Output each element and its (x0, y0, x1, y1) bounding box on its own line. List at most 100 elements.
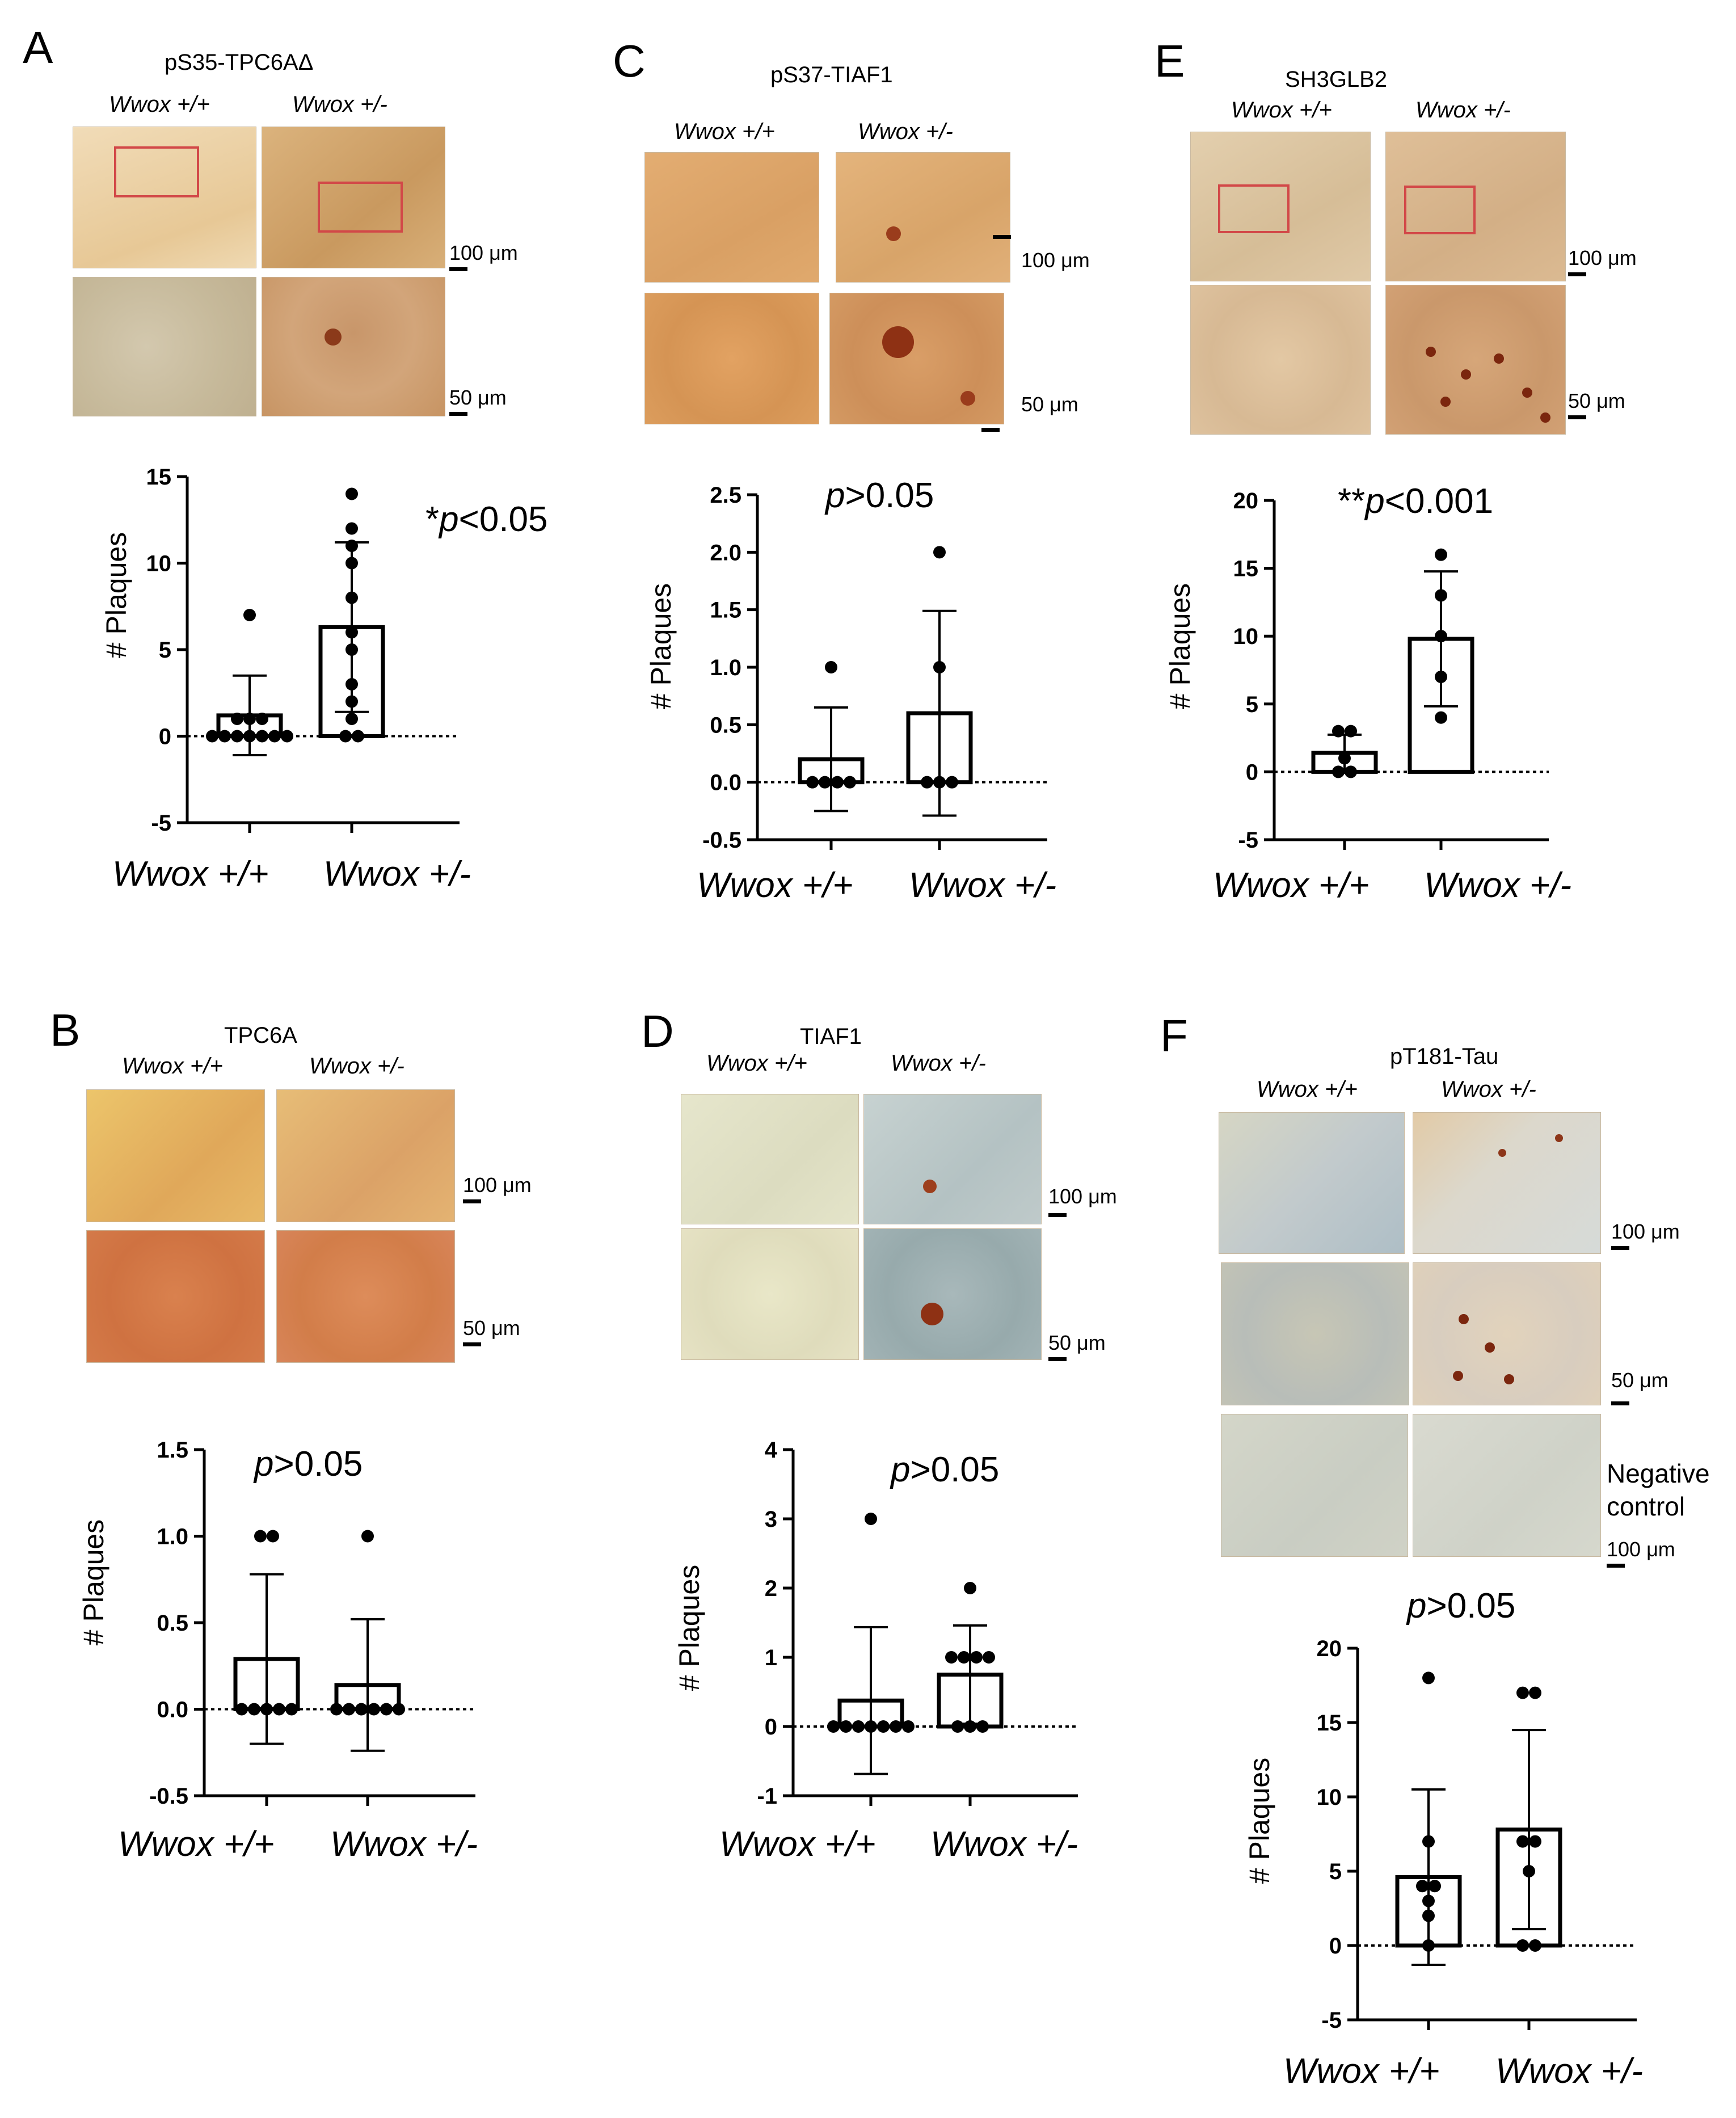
x-label-wt: Wwox +/+ (112, 854, 269, 894)
stat-value: >0.05 (845, 476, 934, 515)
roi-box (114, 146, 199, 197)
scale-line (449, 412, 467, 416)
x-label-wt: Wwox +/+ (1283, 2052, 1440, 2091)
data-point (852, 1720, 865, 1733)
y-tick-label: -5 (151, 811, 171, 836)
y-tick-label: 10 (146, 551, 172, 576)
y-tick-label: 1.5 (710, 598, 741, 623)
micrograph-wt-low (86, 1089, 265, 1222)
panel-letter: E (1154, 36, 1185, 86)
roi-box (318, 182, 403, 233)
data-point (231, 713, 243, 725)
data-point (1529, 1686, 1541, 1699)
data-point (235, 1703, 248, 1716)
plaque-stain (1555, 1134, 1563, 1142)
micrograph-het-low (863, 1094, 1042, 1224)
data-point (268, 730, 281, 743)
x-label-wt: Wwox +/+ (697, 866, 853, 905)
data-point (865, 1513, 877, 1525)
scale-label: 100 μm (1021, 249, 1090, 272)
data-point (343, 1703, 355, 1716)
micrograph-wt-low (1190, 132, 1371, 281)
micrograph-wt-high (1190, 285, 1371, 435)
micrograph-wt-low (681, 1094, 859, 1224)
scale-bar-100: 100 μm (449, 241, 540, 275)
stat-value: <0.05 (458, 500, 548, 539)
data-point (1422, 1835, 1435, 1848)
scale-bar-50: 50 μm (463, 1316, 554, 1350)
genotype-label-wt: Wwox +/+ (1257, 1077, 1358, 1102)
data-point (825, 661, 837, 673)
data-point (1435, 548, 1447, 561)
data-point (330, 1703, 343, 1716)
scale-line (1048, 1213, 1067, 1217)
data-point (933, 546, 946, 559)
scale-bar-100: 100 μm (1611, 1220, 1702, 1254)
scale-bar-50: 50 μm (1048, 1331, 1139, 1365)
data-point (345, 591, 358, 604)
panel-title: pS37-TIAF1 (770, 62, 893, 87)
data-point (945, 1651, 958, 1664)
data-point (345, 522, 358, 535)
y-tick-label: 15 (1317, 1711, 1342, 1736)
plaque-stain (1522, 388, 1532, 398)
scale-line (981, 428, 1000, 432)
genotype-label-het: Wwox +/- (891, 1051, 986, 1076)
stat-p: p (825, 476, 845, 515)
y-tick-label: 15 (146, 465, 172, 490)
micrograph-wt-high (86, 1230, 265, 1363)
data-point (380, 1703, 393, 1716)
micrograph-wt-low (644, 152, 819, 283)
data-point (890, 1720, 902, 1733)
scale-line (1611, 1246, 1629, 1250)
y-tick-label: 1.5 (157, 1438, 188, 1463)
micrograph-het-low (1385, 132, 1566, 281)
scale-label: 100 μm (1607, 1538, 1675, 1561)
micrograph-het-low (276, 1089, 455, 1222)
y-tick-label: 2 (765, 1576, 777, 1601)
data-point (345, 540, 358, 552)
stat-p: p (1407, 1586, 1427, 1626)
data-point (1338, 752, 1351, 765)
data-point (393, 1703, 405, 1716)
stat-annotation: p>0.05 (254, 1444, 363, 1484)
data-point (260, 1703, 273, 1716)
y-tick-label: 1.0 (710, 655, 741, 680)
y-tick-label: 10 (1317, 1785, 1342, 1810)
scale-line (463, 1342, 481, 1346)
data-point (368, 1703, 380, 1716)
micrograph-het-high (262, 277, 445, 416)
plaque-stain (882, 326, 914, 358)
roi-box (1404, 186, 1476, 234)
x-label-wt: Wwox +/+ (1213, 866, 1370, 905)
data-point (231, 730, 243, 743)
y-tick-label: 1 (765, 1645, 777, 1670)
plaque-stain (1485, 1342, 1495, 1353)
data-point (921, 776, 933, 789)
micrograph-wt-high (644, 293, 819, 424)
micrograph-wt-high (1221, 1262, 1409, 1405)
data-point (1345, 725, 1357, 738)
genotype-label-het: Wwox +/- (292, 92, 387, 117)
scale-line (1611, 1401, 1629, 1405)
scale-label: 100 μm (463, 1173, 532, 1197)
genotype-label-wt: Wwox +/+ (122, 1054, 223, 1079)
stat-value: >0.05 (1426, 1586, 1516, 1626)
y-tick-label: 2.5 (710, 483, 741, 508)
stat-stars: * (425, 500, 440, 539)
genotype-label-het: Wwox +/- (1441, 1077, 1536, 1102)
scale-line (449, 267, 467, 271)
y-tick-label: -5 (1321, 2008, 1342, 2033)
y-tick-label: 0.5 (157, 1611, 188, 1636)
data-point (1516, 1835, 1529, 1848)
micrograph-het-negative (1413, 1414, 1601, 1557)
y-tick-label: 5 (159, 638, 171, 663)
data-point (345, 626, 358, 639)
data-point (345, 643, 358, 656)
scale-label: 50 μm (1048, 1331, 1106, 1354)
data-point (1422, 1909, 1435, 1922)
data-point (345, 713, 358, 725)
y-tick-label: 0 (1329, 1934, 1342, 1959)
